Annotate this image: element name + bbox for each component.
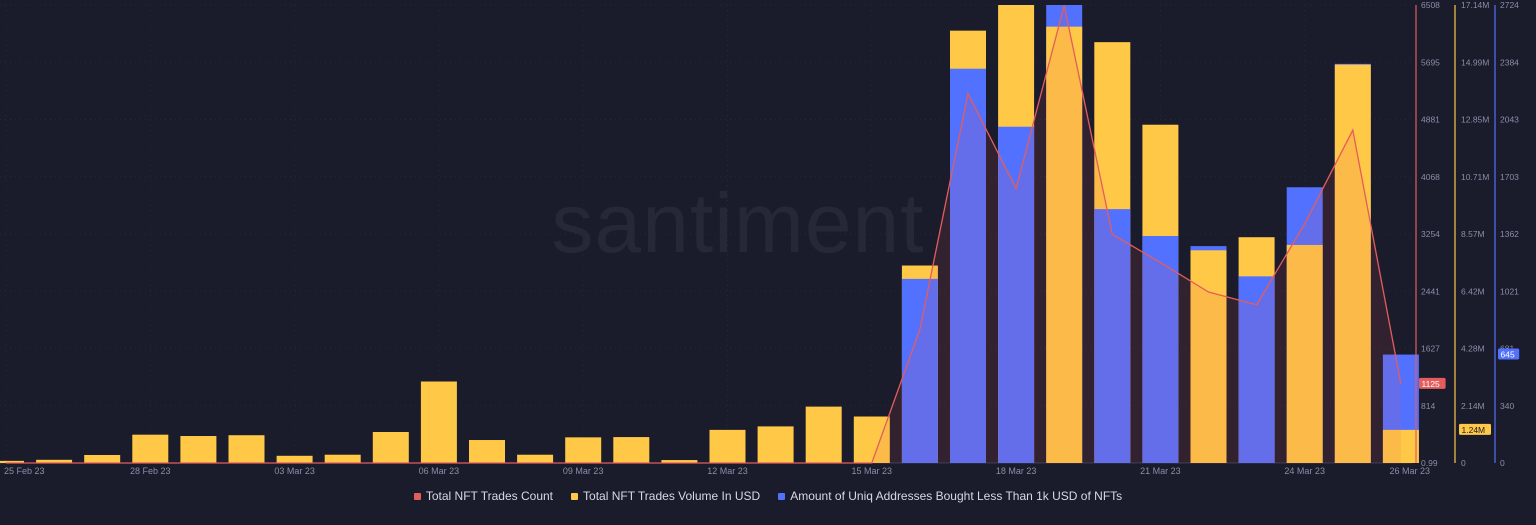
y-tick-label-volume: 12.85M xyxy=(1461,115,1489,125)
y-tick-label-count: 5695 xyxy=(1421,57,1440,67)
y-tick-label-count: 3254 xyxy=(1421,229,1440,239)
current-value-badge-count xyxy=(1419,377,1446,389)
y-tick-label-count: 2441 xyxy=(1421,286,1440,296)
y-tick-label-addresses: 2384 xyxy=(1500,57,1519,67)
y-tick-label-volume: 17.14M xyxy=(1461,0,1489,10)
bar-volume-usd xyxy=(613,437,650,463)
y-tick-label-addresses: 1021 xyxy=(1500,286,1519,296)
line-trades-count xyxy=(6,5,1402,464)
bar-volume-usd xyxy=(36,459,73,463)
y-tick-label-volume: 2.14M xyxy=(1461,401,1485,411)
bar-volume-usd xyxy=(1382,429,1419,463)
bar-volume-usd xyxy=(469,440,505,463)
current-value-badge-addresses xyxy=(1498,348,1520,360)
y-tick-label-addresses: 0 xyxy=(1500,458,1505,468)
bar-uniq-addresses xyxy=(998,126,1035,464)
y-tick-label-count: 1627 xyxy=(1421,344,1440,354)
watermark: santiment xyxy=(551,176,924,270)
bar-uniq-addresses xyxy=(1238,276,1275,463)
bar-volume-usd xyxy=(517,454,554,463)
bar-volume-usd xyxy=(1046,26,1083,464)
legend-swatch-blue xyxy=(778,492,786,500)
bar-volume-usd xyxy=(180,436,217,463)
bar-volume-usd xyxy=(276,455,313,463)
legend-label: Amount of Uniq Addresses Bought Less Tha… xyxy=(790,489,1123,503)
bar-volume-usd xyxy=(1286,244,1323,463)
bar-uniq-addresses xyxy=(1142,236,1179,463)
current-value-text-volume: 1.24M xyxy=(1462,425,1486,435)
x-tick-label: 26 Mar 23 xyxy=(1389,466,1430,476)
line-area-trades-count xyxy=(6,5,1401,464)
y-tick-label-count: 4881 xyxy=(1421,115,1440,125)
bar-volume-usd xyxy=(661,460,698,463)
y-tick-label-addresses: 2043 xyxy=(1500,115,1519,125)
current-value-text-count: 1125 xyxy=(1422,379,1441,389)
legend-swatch-yellow xyxy=(571,492,579,500)
bar-volume-usd xyxy=(853,416,890,463)
y-tick-label-addresses: 681 xyxy=(1500,344,1514,354)
bar-volume-usd xyxy=(324,454,361,463)
y-tick-label-count: 814 xyxy=(1421,401,1435,411)
y-tick-label-volume: 0 xyxy=(1461,458,1466,468)
bar-uniq-addresses xyxy=(1094,209,1131,463)
current-value-badge-volume xyxy=(1459,423,1491,435)
x-tick-label: 06 Mar 23 xyxy=(419,466,460,476)
x-tick-label: 24 Mar 23 xyxy=(1284,466,1325,476)
bar-uniq-addresses xyxy=(901,278,938,463)
x-tick-label: 25 Feb 23 xyxy=(4,466,45,476)
y-tick-label-count: 4068 xyxy=(1421,172,1440,182)
x-tick-label: 09 Mar 23 xyxy=(563,466,604,476)
bar-volume-usd xyxy=(805,406,842,463)
legend-label: Total NFT Trades Count xyxy=(425,489,554,503)
y-tick-label-volume: 6.42M xyxy=(1461,286,1485,296)
bar-volume-usd xyxy=(0,460,24,463)
y-tick-label-addresses: 1703 xyxy=(1500,172,1519,182)
y-tick-label-volume: 4.28M xyxy=(1461,344,1485,354)
bar-volume-usd xyxy=(84,454,121,463)
legend-item-volume-usd[interactable]: Total NFT Trades Volume In USD xyxy=(571,489,760,503)
bar-volume-usd xyxy=(228,435,265,463)
y-axes: 0.99 814 1627 2441 3254 4068 4881 5695 6508 1125 0… xyxy=(1415,0,1520,468)
y-tick-label-addresses: 2724 xyxy=(1500,0,1519,10)
y-tick-label-volume: 10.71M xyxy=(1461,172,1489,182)
x-axis: 25 Feb 23 28 Feb 23 03 Mar 23 06 Mar 23 09 M… xyxy=(4,466,1430,476)
y-tick-label-count: 0.99 xyxy=(1421,458,1438,468)
x-tick-label: 12 Mar 23 xyxy=(707,466,748,476)
x-tick-label: 18 Mar 23 xyxy=(996,466,1037,476)
legend-item-uniq-addresses[interactable]: Amount of Uniq Addresses Bought Less Tha… xyxy=(778,489,1122,503)
x-tick-label: 03 Mar 23 xyxy=(274,466,315,476)
bar-volume-usd xyxy=(372,432,409,463)
x-tick-label: 15 Mar 23 xyxy=(852,466,893,476)
y-tick-label-addresses: 340 xyxy=(1500,401,1514,411)
legend-item-trades-count[interactable]: Total NFT Trades Count xyxy=(413,489,554,503)
chart-legend: Total NFT Trades Count Total NFT Trades … xyxy=(0,489,1536,503)
bar-volume-usd xyxy=(1190,250,1227,463)
legend-swatch-red xyxy=(413,492,421,500)
y-tick-label-addresses: 1362 xyxy=(1500,229,1519,239)
x-tick-label: 28 Feb 23 xyxy=(130,466,171,476)
bar-uniq-addresses xyxy=(950,68,986,463)
x-tick-label: 21 Mar 23 xyxy=(1140,466,1181,476)
bar-volume-usd xyxy=(565,437,602,463)
current-value-text-addresses: 645 xyxy=(1501,350,1515,360)
bars-layer xyxy=(0,5,1419,464)
bar-volume-usd xyxy=(757,426,794,463)
bar-volume-usd xyxy=(132,434,169,463)
y-tick-label-volume: 14.99M xyxy=(1461,57,1489,67)
bar-volume-usd xyxy=(709,429,746,463)
legend-label: Total NFT Trades Volume In USD xyxy=(583,489,761,503)
bar-volume-usd xyxy=(420,381,457,463)
y-tick-label-count: 6508 xyxy=(1421,0,1440,10)
line-layer xyxy=(6,5,1402,464)
y-tick-label-volume: 8.57M xyxy=(1461,229,1485,239)
